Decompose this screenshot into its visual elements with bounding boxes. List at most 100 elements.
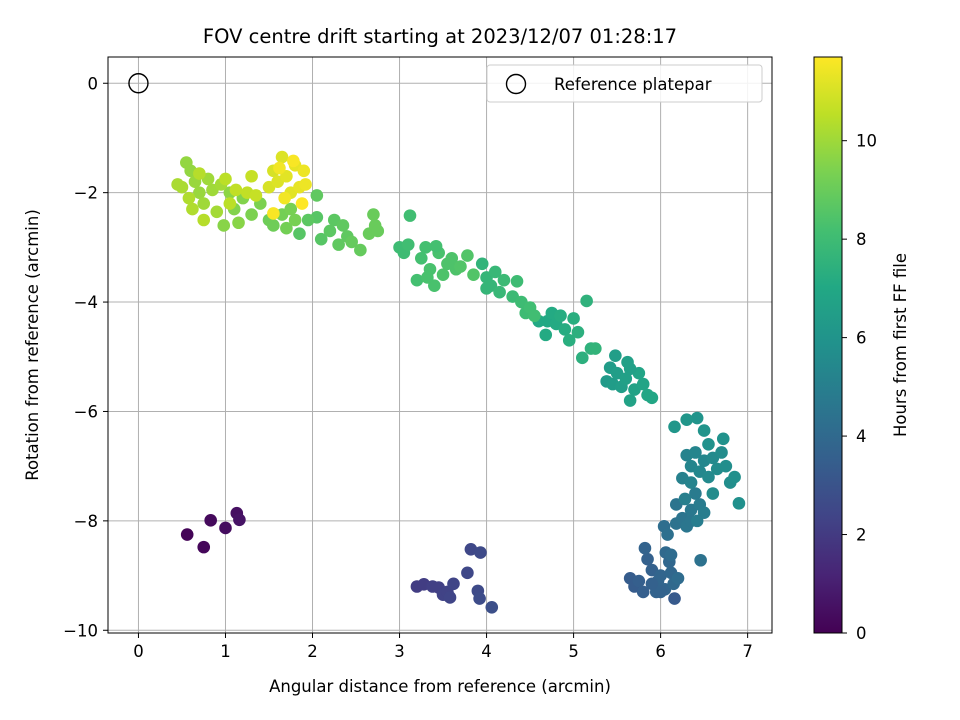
data-point [280,169,293,183]
y-axis-label: Rotation from reference (arcmin) [23,209,42,481]
data-point [467,268,480,282]
data-point [293,227,306,240]
x-axis-ticks: 0 1 2 3 4 5 6 7 [133,633,753,661]
data-point [267,219,280,232]
plot-background [108,57,772,633]
x-tick-label: 0 [133,642,144,661]
data-point [485,600,499,614]
data-point [589,342,602,355]
data-point [684,476,698,489]
data-point [301,213,315,227]
data-point [371,224,385,238]
legend-label: Reference platepar [554,75,712,94]
chart-title: FOV centre drift starting at 2023/12/07 … [203,25,677,48]
x-tick-label: 3 [394,642,405,661]
data-point [638,541,652,555]
data-point [284,202,298,216]
y-tick-label: −6 [74,402,98,421]
x-tick-label: 5 [568,642,579,661]
data-point [690,514,704,528]
data-point [429,239,443,253]
data-point [295,197,309,210]
data-point [249,189,263,202]
data-point [609,349,622,362]
data-point [193,167,206,180]
data-point [280,221,293,235]
data-point [680,413,694,426]
data-point [623,362,637,376]
data-point [636,377,650,391]
data-point [645,577,659,591]
data-point [580,294,593,308]
data-point [668,592,681,605]
data-point [571,325,585,339]
x-tick-label: 7 [742,642,753,661]
data-point [475,257,489,271]
data-point [197,197,211,210]
data-point [664,548,678,562]
data-point [697,424,711,437]
data-point [171,178,184,191]
data-point [567,312,580,325]
data-point [401,238,415,251]
data-point [719,459,733,473]
data-point [197,540,211,554]
data-point [690,411,704,425]
data-point [528,309,541,323]
data-point [689,487,702,500]
legend: Reference platepar [486,64,763,103]
data-point [186,202,199,216]
data-point [233,513,246,527]
data-point [461,249,474,262]
data-point [180,528,194,541]
data-point [323,224,337,238]
colorbar-tick-label: 0 [856,624,867,643]
data-point [619,372,633,385]
colorbar-tick-label: 10 [856,132,877,151]
data-point [623,394,637,407]
data-point [668,420,681,434]
data-points [171,150,746,614]
data-point [575,351,589,365]
data-point [447,577,460,591]
x-tick-label: 2 [307,642,318,661]
colorbar-tick-label: 4 [856,427,867,446]
data-point [474,546,487,559]
data-point [473,592,486,605]
y-tick-label: −4 [74,293,98,312]
data-point [354,243,367,257]
data-point [641,552,654,566]
data-point [510,274,524,288]
x-tick-label: 4 [481,642,492,661]
x-axis-label: Angular distance from reference (arcmin) [269,677,611,696]
y-tick-label: −8 [74,512,98,531]
data-point [562,334,576,347]
data-point [229,183,243,197]
data-point [480,282,493,295]
data-point [314,232,328,246]
data-point [715,446,728,459]
data-point [217,219,231,232]
data-point [493,285,506,299]
data-point [632,574,646,588]
data-point [694,553,707,567]
x-tick-label: 1 [220,642,231,661]
data-point [288,213,302,227]
data-point [297,164,311,178]
data-point [410,273,424,287]
data-point [275,150,289,164]
colorbar-tick-label: 2 [856,526,867,545]
legend-box [486,64,763,103]
data-point [554,309,567,323]
y-tick-label: 0 [88,74,99,93]
x-tick-label: 6 [655,642,666,661]
data-point [336,219,350,232]
data-point [706,487,720,500]
data-point [267,207,280,220]
data-point [232,216,245,230]
data-point [702,470,715,484]
y-tick-label: −10 [63,621,98,640]
data-point [645,391,659,405]
data-point [461,566,474,580]
